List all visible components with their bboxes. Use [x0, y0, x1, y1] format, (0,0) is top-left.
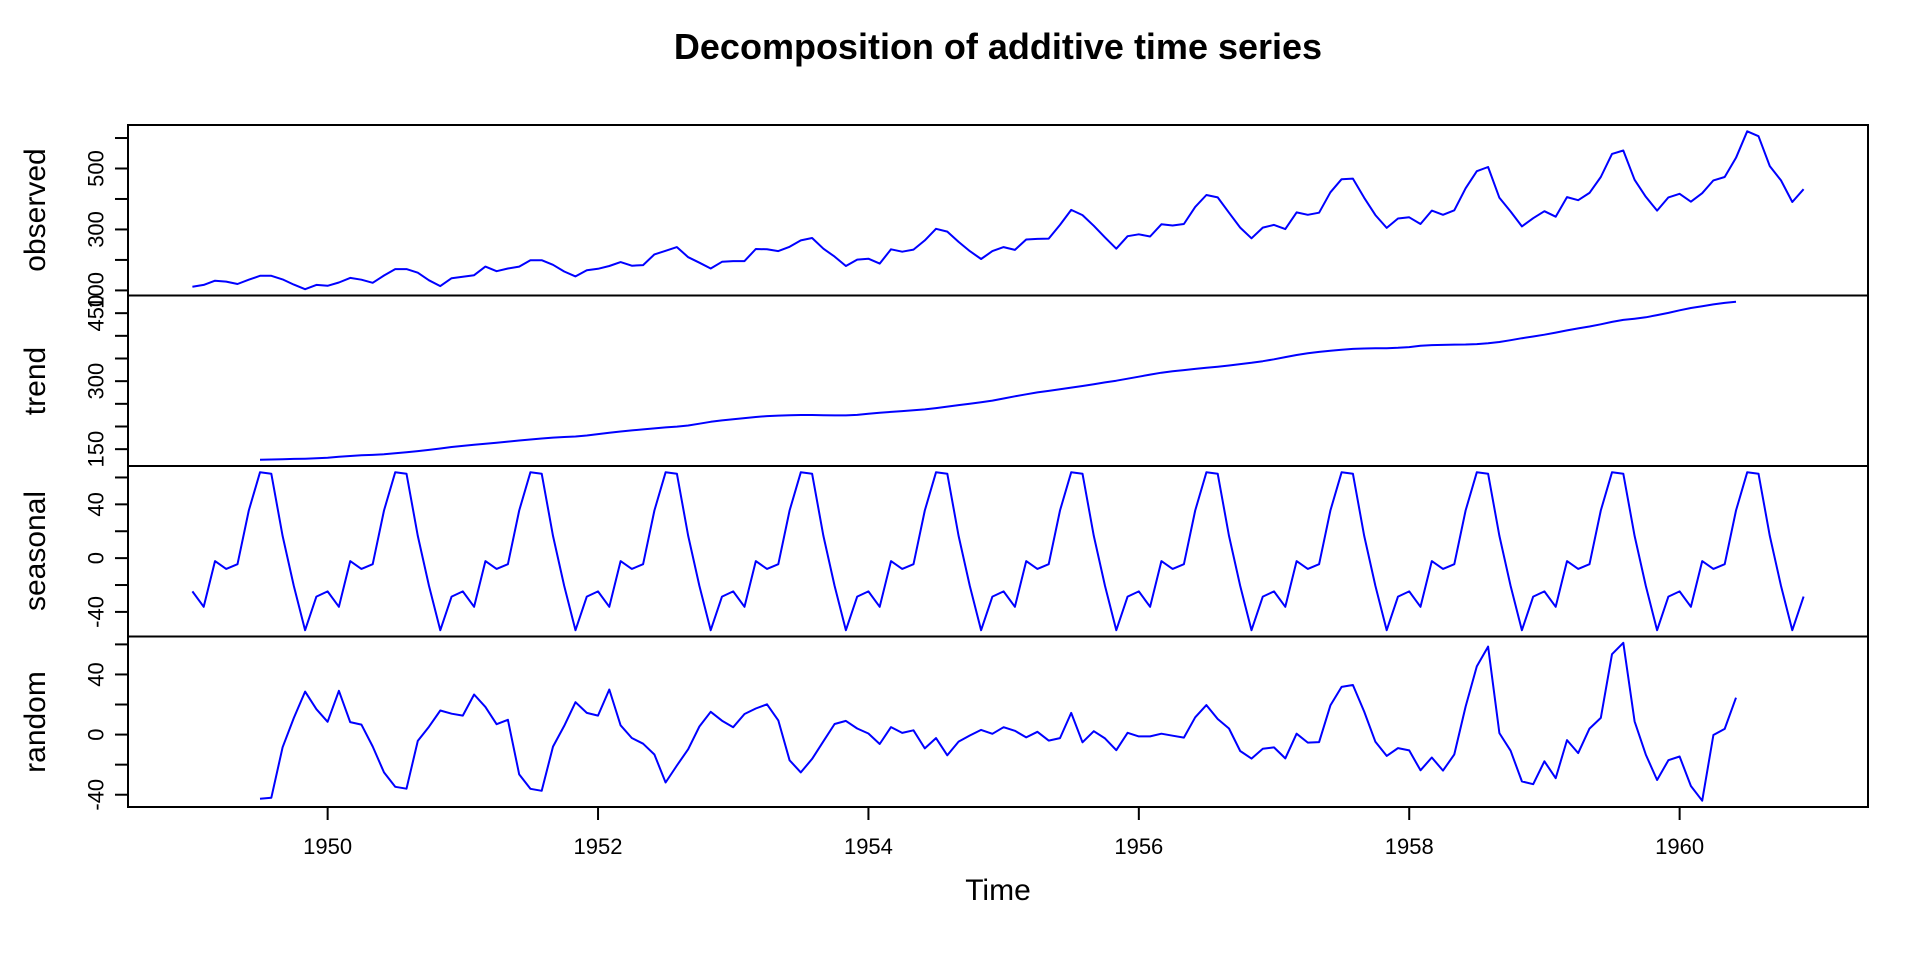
random-y-tick-label: 0 — [84, 728, 109, 740]
observed-y-tick-label: 300 — [84, 211, 109, 248]
panel-trend: 150 300 450 — [84, 294, 1869, 468]
panel-seasonal: -40 0 40 — [84, 465, 1869, 638]
observed-y-tick-label: 500 — [84, 150, 109, 187]
seasonal-y-tick-label: 0 — [84, 552, 109, 564]
trend-series-line — [259, 300, 1737, 461]
observed-y-tick-label: 100 — [84, 272, 109, 309]
random-series-line — [259, 641, 1737, 802]
x-tick-label: 1956 — [1114, 834, 1163, 859]
x-tick-label: 1958 — [1385, 834, 1434, 859]
seasonal-series-line — [191, 471, 1805, 632]
observed-series-line — [192, 130, 1805, 291]
x-axis-title: Time — [965, 874, 1031, 907]
random-y-tick-label: 40 — [84, 662, 109, 686]
x-tick-label: 1954 — [844, 834, 893, 859]
trend-y-tick-label: 450 — [84, 295, 109, 332]
x-tick-label: 1950 — [303, 834, 352, 859]
chart-title: Decomposition of additive time series — [673, 26, 1323, 67]
seasonal-y-tick-label: -40 — [84, 596, 109, 628]
panel-random: -40 0 40 — [84, 635, 1869, 811]
trend-y-tick-label: 150 — [84, 431, 109, 468]
trend-y-tick-label: 300 — [84, 363, 109, 400]
random-panel-box — [127, 635, 1869, 808]
seasonal-y-tick-label: 40 — [84, 492, 109, 516]
random-y-tick-label: -40 — [84, 779, 109, 811]
panel-observed: 100 300 500 — [84, 124, 1869, 309]
x-axis: 1950 1952 1954 1956 1958 1960 — [303, 807, 1704, 859]
x-tick-label: 1952 — [574, 834, 623, 859]
observed-panel-box — [127, 124, 1869, 297]
trend-panel-box — [127, 294, 1869, 467]
x-tick-label: 1960 — [1655, 834, 1704, 859]
